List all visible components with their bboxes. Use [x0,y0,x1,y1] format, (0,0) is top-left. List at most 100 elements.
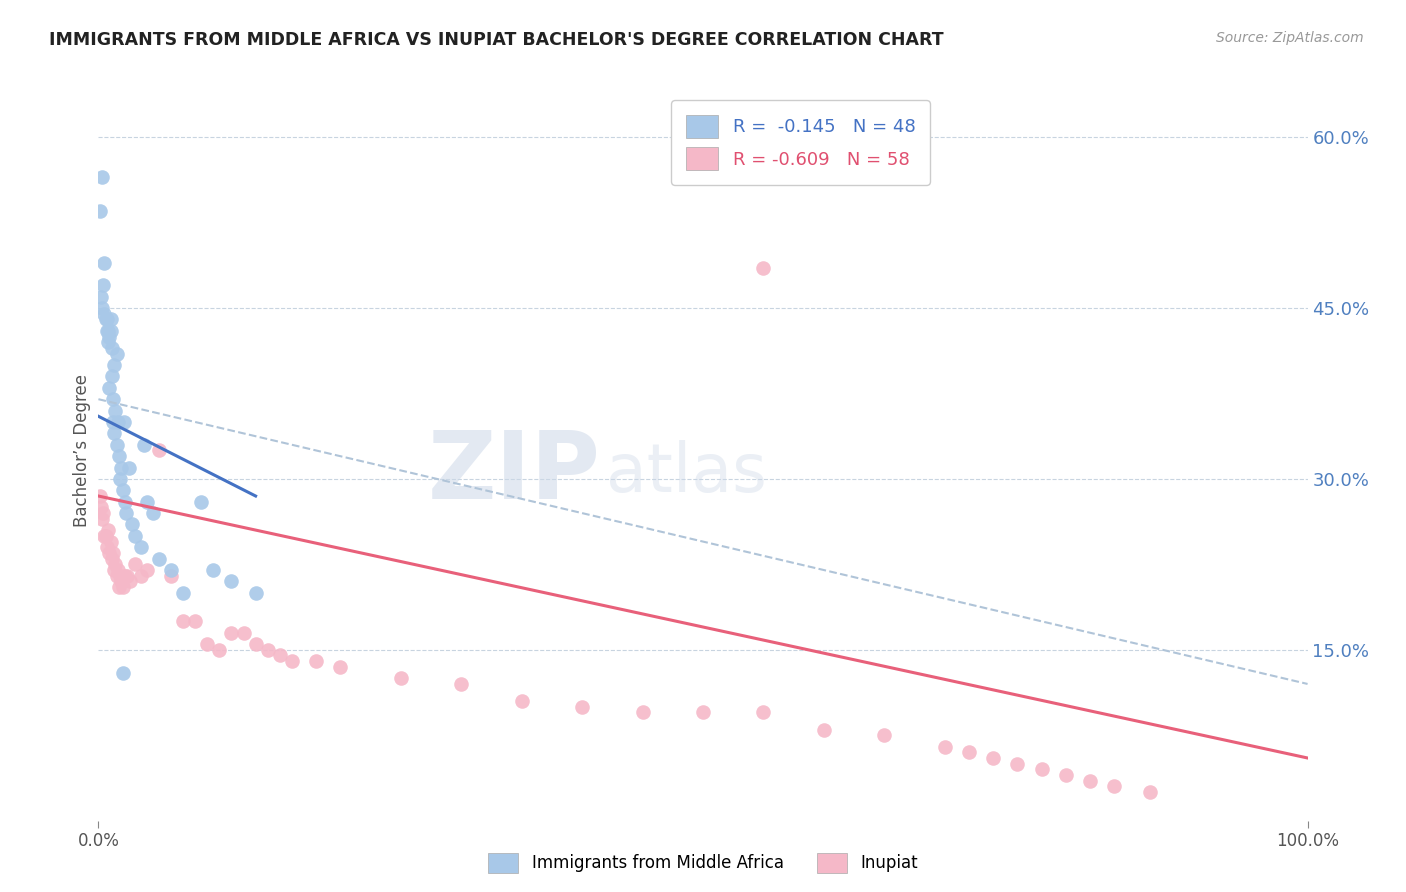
Point [91,506,114,520]
Point [97,324,120,338]
Point [110,460,132,475]
Point [389,671,412,685]
Point [160,568,183,582]
Point [90,290,112,304]
Point [100,551,122,566]
Point [142,506,165,520]
Point [101,415,124,429]
Point [103,563,125,577]
Point [752,706,775,720]
Point [813,723,835,737]
Point [202,563,225,577]
Point [91,301,114,315]
Point [148,551,170,566]
Point [98,546,121,560]
Legend: R =  -0.145   N = 48, R = -0.609   N = 58: R = -0.145 N = 48, R = -0.609 N = 58 [671,101,929,185]
Point [90,500,112,515]
Point [510,694,533,708]
Text: Source: ZipAtlas.com: Source: ZipAtlas.com [1216,31,1364,45]
Point [110,574,132,589]
Point [172,586,194,600]
Point [1054,768,1077,782]
Text: IMMIGRANTS FROM MIDDLE AFRICA VS INUPIAT BACHELOR'S DEGREE CORRELATION CHART: IMMIGRANTS FROM MIDDLE AFRICA VS INUPIAT… [49,31,943,49]
Text: ZIP: ZIP [427,426,600,518]
Point [1078,773,1101,788]
Point [1102,780,1125,794]
Point [112,415,135,429]
Point [100,534,122,549]
Point [105,568,128,582]
Point [571,699,593,714]
Point [98,329,121,343]
Point [1007,756,1029,771]
Point [91,170,114,185]
Point [96,324,118,338]
Point [100,312,122,326]
Point [91,512,114,526]
Point [107,563,129,577]
Point [98,381,121,395]
Point [245,637,267,651]
Point [135,563,157,577]
Point [101,392,124,407]
Point [91,278,114,293]
Point [281,654,304,668]
Legend: Immigrants from Middle Africa, Inupiat: Immigrants from Middle Africa, Inupiat [481,847,925,880]
Point [129,541,152,555]
Point [118,574,141,589]
Point [104,403,127,417]
Point [118,460,141,475]
Point [221,574,243,589]
Point [111,483,134,498]
Point [115,506,138,520]
Point [208,642,231,657]
Text: atlas: atlas [606,440,768,506]
Point [172,615,194,629]
Point [103,358,125,372]
Point [105,438,128,452]
Point [96,312,118,326]
Point [114,494,136,508]
Point [124,529,146,543]
Point [195,637,218,651]
Point [103,426,125,441]
Point [121,517,143,532]
Point [108,580,131,594]
Point [101,546,124,560]
Point [111,580,134,594]
Point [934,739,956,754]
Point [232,625,254,640]
Point [134,438,156,452]
Point [107,415,129,429]
Point [256,642,278,657]
Point [93,529,115,543]
Point [100,369,122,384]
Point [105,346,128,360]
Point [221,625,243,640]
Point [96,541,118,555]
Point [97,523,120,537]
Point [873,728,896,742]
Point [94,312,117,326]
Y-axis label: Bachelor’s Degree: Bachelor’s Degree [73,374,91,527]
Point [117,568,139,582]
Point [100,324,122,338]
Point [108,472,131,486]
Point [100,341,122,355]
Point [269,648,291,663]
Point [631,706,654,720]
Point [97,335,120,350]
Point [129,568,152,582]
Point [104,558,127,572]
Point [190,494,212,508]
Point [692,706,714,720]
Point [184,615,207,629]
Point [148,443,170,458]
Point [450,677,472,691]
Point [124,558,146,572]
Point [981,751,1004,765]
Point [111,665,134,680]
Point [108,449,131,463]
Point [305,654,328,668]
Point [1031,763,1053,777]
